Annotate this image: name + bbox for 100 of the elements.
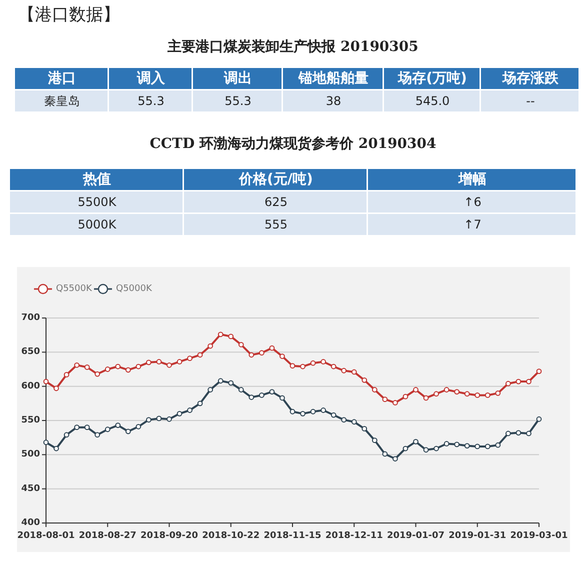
x-tick-label: 2018-10-22 [202, 531, 260, 541]
legend-label: Q5000K [116, 284, 153, 294]
point [330, 364, 336, 370]
point [392, 456, 398, 462]
point [258, 350, 264, 356]
x-tick-label: 2019-01-07 [386, 531, 445, 541]
point [402, 394, 408, 400]
point [258, 392, 264, 398]
point [84, 364, 90, 370]
x-tick-label: 2018-11-15 [264, 531, 322, 541]
text: 【港口数据】 [18, 5, 120, 25]
point [228, 334, 234, 340]
category-label: 调出 [223, 70, 252, 86]
point [526, 378, 532, 384]
point [495, 390, 501, 396]
point [454, 389, 460, 394]
point [413, 438, 418, 444]
point [146, 360, 152, 366]
point [208, 343, 214, 349]
point [300, 410, 306, 416]
text: CCTD 环渤海动力煤现货参考价 20190304 [150, 135, 437, 152]
point [280, 395, 285, 401]
point [125, 367, 131, 373]
text: 主要港口煤炭装卸生产快报 20190305 [166, 38, 418, 55]
category-label: 场存(万吨) [397, 70, 467, 86]
legend-label: Q5500K [56, 284, 93, 294]
point [505, 430, 511, 436]
point [228, 380, 234, 386]
point [341, 368, 347, 374]
point [104, 366, 110, 372]
point [238, 342, 244, 348]
point [238, 387, 244, 392]
point [74, 424, 80, 430]
x-tick-label: 2018-08-01 [17, 531, 75, 541]
point [444, 387, 450, 392]
point [166, 362, 172, 368]
point [300, 364, 306, 370]
point [94, 371, 100, 377]
point [423, 395, 429, 401]
point [146, 417, 152, 423]
point [434, 446, 439, 452]
point [115, 422, 121, 428]
point [218, 378, 224, 384]
point [484, 392, 490, 398]
point [280, 354, 285, 359]
point [310, 408, 316, 414]
category-label: 锚地船舶量 [298, 70, 368, 86]
point [505, 380, 511, 386]
point [197, 352, 203, 358]
category-label: 增幅 [458, 172, 486, 188]
point [64, 432, 70, 438]
x-tick-label: 2019-03-01 [510, 531, 568, 541]
point [495, 442, 501, 448]
point [84, 424, 90, 430]
category-label: 调入 [136, 70, 166, 86]
y-tick-label: 450 [21, 484, 40, 494]
x-tick-label: 2019-01-31 [448, 531, 506, 541]
point [464, 443, 470, 448]
point [484, 444, 490, 450]
point [290, 363, 296, 369]
point [104, 426, 110, 432]
y-tick-label: 700 [21, 313, 40, 323]
point [362, 377, 368, 383]
table-header-row: 热值 价格(元/吨) 增幅 [10, 169, 576, 190]
point [474, 392, 480, 398]
category-label: 热值 [82, 172, 111, 188]
point [269, 345, 275, 351]
point [176, 410, 182, 416]
point [94, 432, 100, 438]
point [320, 408, 326, 413]
point [166, 416, 172, 422]
point [197, 400, 203, 406]
y-tick-label: 600 [21, 381, 40, 392]
point [74, 362, 80, 368]
point [372, 387, 378, 392]
point [454, 442, 460, 448]
point [464, 391, 470, 397]
point [423, 447, 429, 453]
point [516, 378, 522, 384]
point [474, 444, 480, 450]
point [54, 386, 59, 392]
point [136, 424, 142, 430]
category-label: 场存涨跌 [502, 70, 560, 86]
point [176, 359, 182, 364]
y-tick-label: 550 [21, 416, 40, 426]
point [320, 359, 326, 364]
point [382, 451, 388, 457]
point [310, 360, 316, 366]
point [290, 408, 296, 414]
point [187, 408, 192, 413]
point [362, 426, 368, 432]
point [269, 389, 275, 394]
point [516, 430, 522, 436]
point [248, 394, 254, 400]
x-tick-label: 2018-12-11 [325, 531, 383, 541]
point [136, 364, 142, 370]
y-tick-label: 400 [21, 518, 40, 528]
point [444, 441, 450, 446]
point [156, 416, 162, 422]
point [382, 396, 388, 402]
